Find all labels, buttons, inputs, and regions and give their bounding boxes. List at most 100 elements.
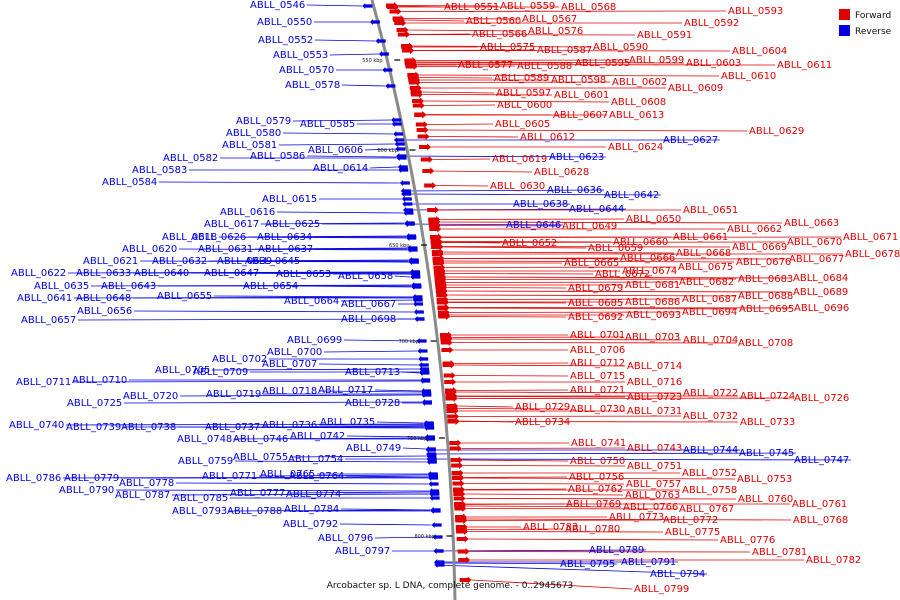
reverse-gene-label[interactable]: ABLL_0581	[222, 140, 277, 151]
forward-gene-arrow[interactable]	[397, 31, 410, 38]
forward-gene-arrow[interactable]	[412, 97, 425, 105]
forward-gene-arrow[interactable]	[453, 495, 466, 502]
reverse-gene-label[interactable]: ABLL_0735	[320, 417, 375, 428]
forward-gene-label[interactable]: ABLL_0714	[627, 361, 682, 372]
reverse-gene-label[interactable]: ABLL_0698	[341, 314, 396, 325]
forward-gene-arrow[interactable]	[457, 548, 470, 555]
reverse-gene-arrow[interactable]	[404, 221, 415, 227]
reverse-gene-label[interactable]: ABLL_0709	[193, 367, 248, 378]
forward-gene-label[interactable]: ABLL_0703	[625, 332, 680, 343]
reverse-gene-label[interactable]: ABLL_0550	[257, 17, 312, 28]
forward-gene-label[interactable]: ABLL_0730	[570, 404, 625, 415]
forward-gene-label[interactable]: ABLL_0731	[627, 406, 682, 417]
reverse-gene-label[interactable]: ABLL_0700	[267, 347, 322, 358]
forward-gene-label[interactable]: ABLL_0665	[564, 258, 619, 269]
reverse-gene-label[interactable]: ABLL_0585	[300, 119, 355, 130]
reverse-gene-label[interactable]: ABLL_0717	[318, 385, 373, 396]
forward-gene-label[interactable]: ABLL_0597	[496, 88, 551, 99]
reverse-gene-label[interactable]: ABLL_0606	[308, 145, 363, 156]
forward-gene-label[interactable]: ABLL_0682	[679, 277, 734, 288]
reverse-gene-arrow[interactable]	[375, 38, 386, 44]
forward-gene-arrow[interactable]	[454, 505, 467, 512]
reverse-gene-label[interactable]: ABLL_0787	[115, 490, 170, 501]
forward-gene-label[interactable]: ABLL_0761	[792, 499, 847, 510]
forward-gene-label[interactable]: ABLL_0767	[679, 504, 734, 515]
forward-gene-arrow[interactable]	[436, 296, 449, 303]
reverse-gene-arrow[interactable]	[419, 370, 430, 376]
reverse-gene-label[interactable]: ABLL_0656	[77, 306, 132, 317]
forward-gene-label[interactable]: ABLL_0659	[588, 243, 643, 254]
reverse-gene-arrow[interactable]	[396, 153, 407, 159]
forward-gene-arrow[interactable]	[451, 469, 464, 477]
forward-gene-label[interactable]: ABLL_0762	[568, 484, 623, 495]
forward-gene-label[interactable]: ABLL_0588	[517, 61, 572, 72]
reverse-gene-label[interactable]: ABLL_0744	[683, 445, 738, 456]
forward-gene-label[interactable]: ABLL_0757	[626, 479, 681, 490]
reverse-gene-label[interactable]: ABLL_0638	[513, 199, 568, 210]
forward-gene-label[interactable]: ABLL_0663	[784, 218, 839, 229]
reverse-gene-arrow[interactable]	[412, 297, 423, 303]
reverse-gene-label[interactable]: ABLL_0778	[119, 478, 174, 489]
forward-gene-arrow[interactable]	[409, 84, 422, 92]
forward-gene-label[interactable]: ABLL_0604	[732, 46, 787, 57]
forward-gene-arrow[interactable]	[452, 474, 465, 482]
forward-gene-label[interactable]: ABLL_0629	[749, 126, 804, 137]
reverse-gene-label[interactable]: ABLL_0582	[163, 153, 218, 164]
forward-gene-arrow[interactable]	[410, 91, 423, 98]
reverse-gene-label[interactable]: ABLL_0579	[236, 116, 291, 127]
forward-gene-label[interactable]: ABLL_0743	[627, 443, 682, 454]
reverse-gene-label[interactable]: ABLL_0553	[273, 50, 328, 61]
forward-gene-arrow[interactable]	[386, 3, 399, 11]
forward-gene-label[interactable]: ABLL_0651	[683, 205, 738, 216]
reverse-gene-label[interactable]: ABLL_0719	[206, 389, 261, 400]
forward-gene-label[interactable]: ABLL_0611	[777, 60, 832, 71]
forward-gene-arrow[interactable]	[419, 143, 432, 151]
forward-gene-arrow[interactable]	[440, 339, 453, 346]
forward-gene-label[interactable]: ABLL_0592	[684, 18, 739, 29]
forward-gene-arrow[interactable]	[434, 273, 447, 281]
forward-gene-label[interactable]: ABLL_0619	[492, 154, 547, 165]
reverse-gene-label[interactable]: ABLL_0739	[66, 422, 121, 433]
reverse-gene-label[interactable]: ABLL_0771	[202, 471, 257, 482]
forward-gene-label[interactable]: ABLL_0751	[627, 461, 682, 472]
reverse-gene-label[interactable]: ABLL_0586	[250, 151, 305, 162]
forward-gene-label[interactable]: ABLL_0766	[623, 502, 678, 513]
forward-gene-label[interactable]: ABLL_0674	[622, 266, 677, 277]
reverse-gene-arrow[interactable]	[382, 67, 393, 73]
forward-gene-label[interactable]: ABLL_0775	[665, 527, 720, 538]
forward-gene-label[interactable]: ABLL_0568	[561, 2, 616, 13]
forward-gene-arrow[interactable]	[415, 121, 428, 128]
reverse-gene-label[interactable]: ABLL_0626	[191, 232, 246, 243]
forward-gene-label[interactable]: ABLL_0669	[732, 242, 787, 253]
forward-gene-arrow[interactable]	[455, 526, 468, 533]
reverse-gene-label[interactable]: ABLL_0748	[177, 434, 232, 445]
reverse-gene-arrow[interactable]	[433, 548, 444, 554]
forward-gene-label[interactable]: ABLL_0732	[683, 411, 738, 422]
forward-gene-label[interactable]: ABLL_0701	[570, 330, 625, 341]
reverse-gene-label[interactable]: ABLL_0634	[257, 232, 312, 243]
forward-gene-arrow[interactable]	[422, 167, 435, 175]
reverse-gene-arrow[interactable]	[430, 508, 441, 514]
reverse-gene-label[interactable]: ABLL_0779	[64, 473, 119, 484]
reverse-gene-label[interactable]: ABLL_0728	[345, 398, 400, 409]
reverse-gene-arrow[interactable]	[426, 451, 437, 457]
reverse-gene-label[interactable]: ABLL_0710	[72, 375, 127, 386]
forward-gene-label[interactable]: ABLL_0683	[738, 274, 793, 285]
forward-gene-label[interactable]: ABLL_0593	[728, 6, 783, 17]
forward-gene-label[interactable]: ABLL_0600	[497, 100, 552, 111]
forward-gene-arrow[interactable]	[392, 15, 405, 22]
forward-gene-label[interactable]: ABLL_0601	[554, 90, 609, 101]
forward-gene-arrow[interactable]	[449, 445, 462, 452]
forward-gene-label[interactable]: ABLL_0609	[668, 83, 723, 94]
reverse-gene-label[interactable]: ABLL_0765	[260, 469, 315, 480]
reverse-gene-label[interactable]: ABLL_0627	[663, 135, 718, 146]
forward-gene-label[interactable]: ABLL_0687	[682, 294, 737, 305]
reverse-gene-label[interactable]: ABLL_0711	[16, 377, 71, 388]
forward-gene-label[interactable]: ABLL_0681	[625, 280, 680, 291]
reverse-gene-label[interactable]: ABLL_0755	[233, 452, 288, 463]
reverse-gene-label[interactable]: ABLL_0788	[227, 506, 282, 517]
forward-gene-arrow[interactable]	[417, 133, 430, 140]
forward-gene-arrow[interactable]	[451, 462, 464, 469]
reverse-gene-label[interactable]: ABLL_0583	[132, 165, 187, 176]
forward-gene-arrow[interactable]	[396, 26, 409, 34]
